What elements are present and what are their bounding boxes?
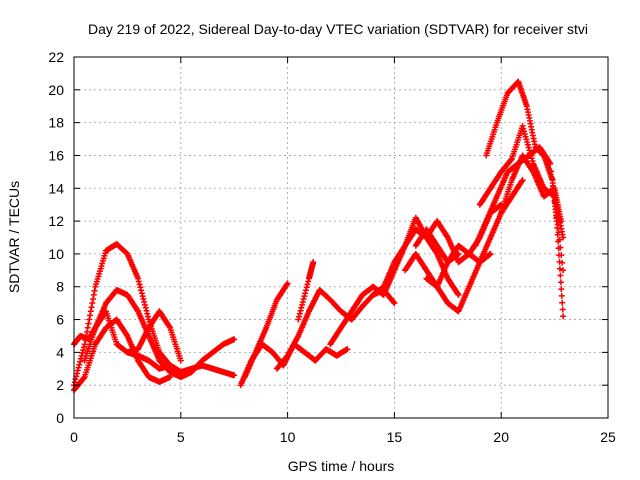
- y-tick-label: 12: [48, 213, 64, 229]
- x-tick-label: 0: [70, 429, 78, 445]
- axis-ticks: 0 2 4 6 8 10 12 14 16 18 20 22 0 5 10 15 20 25: [48, 49, 616, 445]
- x-tick-label: 10: [280, 429, 296, 445]
- plot-frame: [73, 56, 609, 419]
- y-tick-label: 6: [56, 312, 64, 328]
- y-tick-label: 20: [48, 82, 64, 98]
- y-axis-label: SDTVAR / TECUs: [6, 181, 22, 293]
- y-tick-label: 10: [48, 246, 64, 262]
- y-tick-label: 16: [48, 147, 64, 163]
- y-tick-label: 2: [56, 377, 64, 393]
- y-tick-label: 22: [48, 49, 64, 65]
- satellite-track-5: [124, 349, 238, 379]
- satellite-track-9: [295, 259, 317, 323]
- x-tick-label: 20: [493, 429, 509, 445]
- y-tick-label: 8: [56, 279, 64, 295]
- satellite-track-8: [273, 287, 398, 372]
- data-series: [71, 78, 567, 394]
- y-tick-label: 14: [48, 180, 64, 196]
- x-axis-label: GPS time / hours: [288, 458, 395, 474]
- satellite-track-18: [498, 152, 564, 225]
- satellite-track-7: [241, 280, 291, 380]
- y-tick-label: 18: [48, 115, 64, 131]
- chart-title: Day 219 of 2022, Sidereal Day-to-day VTE…: [88, 21, 588, 37]
- x-tick-label: 5: [177, 429, 185, 445]
- x-tick-label: 25: [600, 429, 616, 445]
- y-tick-label: 4: [56, 344, 64, 360]
- satellite-track-14: [412, 226, 462, 266]
- x-tick-label: 15: [387, 429, 403, 445]
- y-tick-label: 0: [56, 410, 64, 426]
